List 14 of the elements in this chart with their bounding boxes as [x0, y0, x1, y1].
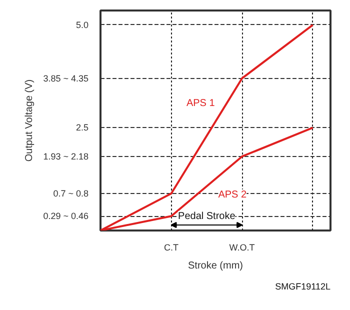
- text: SMGF19112L: [275, 282, 331, 292]
- x-axis-title: Stroke (mm): [188, 260, 243, 272]
- x-tick-label: W.O.T: [229, 242, 256, 252]
- x-tick-label: C.T: [164, 242, 180, 252]
- y-tick-label: 3.85 ~ 4.35: [43, 73, 89, 84]
- y-tick-label: 5.0: [76, 20, 89, 30]
- annotation: Pedal Stroke: [178, 211, 236, 222]
- y-tick-label: 0.7 ~ 0.8: [53, 188, 88, 198]
- y-tick-label: 1.93 ~ 2.18: [43, 151, 89, 162]
- series-label: APS 2: [218, 189, 247, 200]
- y-tick-label: 0.29 ~ 0.46: [43, 211, 89, 222]
- y-tick-label: 2.5: [76, 122, 89, 133]
- y-axis-title: Output Voltage (V): [24, 79, 36, 162]
- series-label: APS 1: [186, 98, 216, 109]
